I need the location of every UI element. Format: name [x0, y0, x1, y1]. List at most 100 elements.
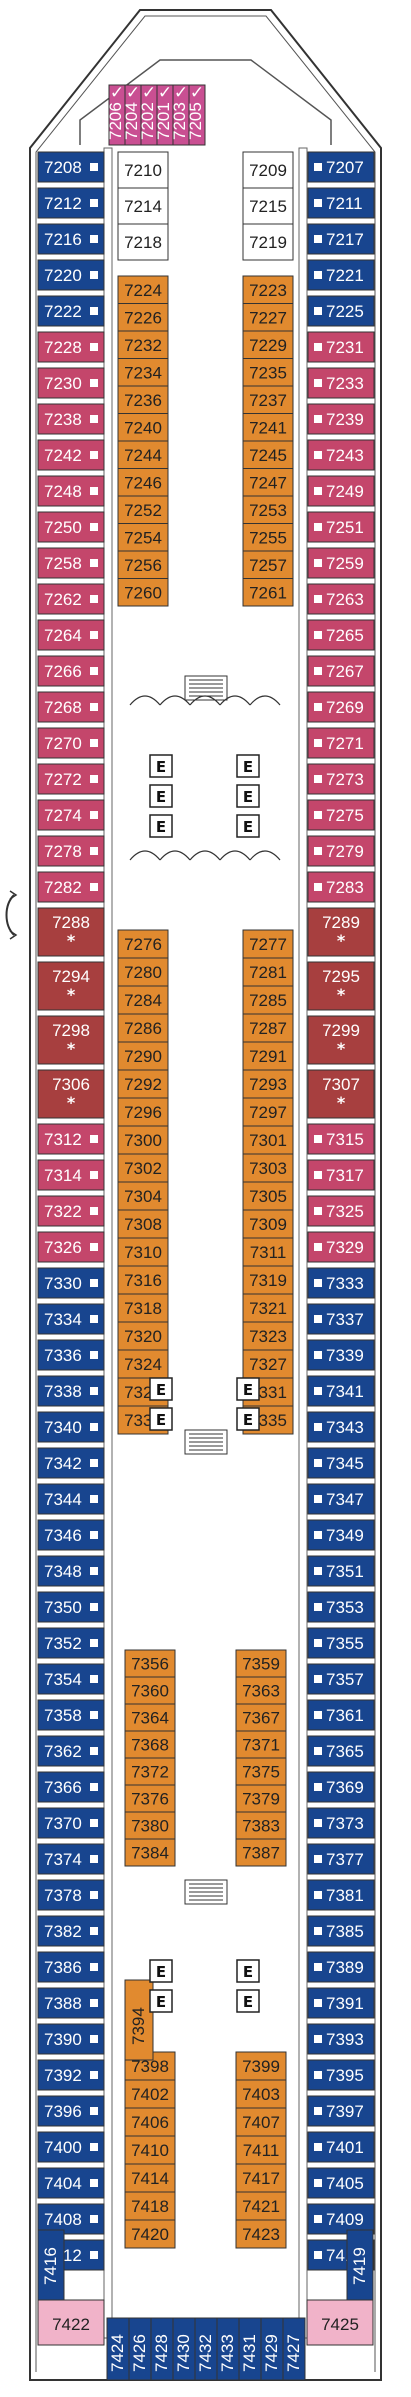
cabin-7291[interactable]: 7291	[242, 1041, 294, 1071]
cabin-7287[interactable]: 7287	[242, 1013, 294, 1043]
cabin-7234[interactable]: 7234	[117, 358, 169, 387]
cabin-7388[interactable]: 7388	[37, 1987, 105, 2019]
cabin-7424[interactable]: 7424	[106, 2317, 130, 2381]
cabin-7238[interactable]: 7238	[37, 403, 105, 435]
cabin-7354[interactable]: 7354	[37, 1663, 105, 1695]
cabin-7286[interactable]: 7286	[117, 1013, 169, 1043]
cabin-7319[interactable]: 7319	[242, 1265, 294, 1295]
cabin-7378[interactable]: 7378	[37, 1879, 105, 1911]
cabin-7317[interactable]: 7317	[307, 1159, 375, 1191]
cabin-7358[interactable]: 7358	[37, 1699, 105, 1731]
cabin-7345[interactable]: 7345	[307, 1447, 375, 1479]
cabin-7350[interactable]: 7350	[37, 1591, 105, 1623]
cabin-7316[interactable]: 7316	[117, 1265, 169, 1295]
cabin-7407[interactable]: 7407	[235, 2107, 287, 2137]
cabin-7236[interactable]: 7236	[117, 385, 169, 414]
cabin-7318[interactable]: 7318	[117, 1293, 169, 1323]
cabin-7376[interactable]: 7376	[124, 1784, 176, 1813]
cabin-7426[interactable]: 7426	[128, 2317, 152, 2381]
cabin-7266[interactable]: 7266	[37, 655, 105, 687]
cabin-7389[interactable]: 7389	[307, 1951, 375, 1983]
cabin-7340[interactable]: 7340	[37, 1411, 105, 1443]
cabin-7289[interactable]: 7289*	[307, 907, 375, 957]
cabin-7299[interactable]: 7299*	[307, 1015, 375, 1065]
cabin-7303[interactable]: 7303	[242, 1153, 294, 1183]
cabin-7270[interactable]: 7270	[37, 727, 105, 759]
cabin-7429[interactable]: 7429	[260, 2317, 284, 2381]
cabin-7271[interactable]: 7271	[307, 727, 375, 759]
cabin-7207[interactable]: 7207	[307, 151, 375, 183]
cabin-7219[interactable]: 7219	[242, 223, 294, 261]
cabin-7315[interactable]: 7315	[307, 1123, 375, 1155]
cabin-7282[interactable]: 7282	[37, 871, 105, 903]
cabin-7355[interactable]: 7355	[307, 1627, 375, 1659]
cabin-7244[interactable]: 7244	[117, 440, 169, 469]
cabin-7366[interactable]: 7366	[37, 1771, 105, 1803]
cabin-7258[interactable]: 7258	[37, 547, 105, 579]
cabin-7296[interactable]: 7296	[117, 1097, 169, 1127]
cabin-7353[interactable]: 7353	[307, 1591, 375, 1623]
cabin-7360[interactable]: 7360	[124, 1676, 176, 1705]
cabin-7276[interactable]: 7276	[117, 929, 169, 959]
cabin-7418[interactable]: 7418	[124, 2191, 176, 2221]
cabin-7372[interactable]: 7372	[124, 1757, 176, 1786]
cabin-7307[interactable]: 7307*	[307, 1069, 375, 1119]
cabin-7409[interactable]: 7409	[307, 2203, 375, 2235]
cabin-7240[interactable]: 7240	[117, 413, 169, 442]
cabin-7359[interactable]: 7359	[235, 1649, 287, 1678]
cabin-7425[interactable]: 7425	[306, 2299, 374, 2346]
cabin-7365[interactable]: 7365	[307, 1735, 375, 1767]
cabin-7302[interactable]: 7302	[117, 1153, 169, 1183]
cabin-7380[interactable]: 7380	[124, 1811, 176, 1840]
cabin-7370[interactable]: 7370	[37, 1807, 105, 1839]
cabin-7230[interactable]: 7230	[37, 367, 105, 399]
cabin-7273[interactable]: 7273	[307, 763, 375, 795]
cabin-7391[interactable]: 7391	[307, 1987, 375, 2019]
cabin-7432[interactable]: 7432	[194, 2317, 218, 2381]
cabin-7294[interactable]: 7294*	[37, 961, 105, 1011]
cabin-7308[interactable]: 7308	[117, 1209, 169, 1239]
cabin-7406[interactable]: 7406	[124, 2107, 176, 2137]
cabin-7239[interactable]: 7239	[307, 403, 375, 435]
cabin-7431[interactable]: 7431	[238, 2317, 262, 2381]
cabin-7402[interactable]: 7402	[124, 2079, 176, 2109]
cabin-7268[interactable]: 7268	[37, 691, 105, 723]
cabin-7400[interactable]: 7400	[37, 2131, 105, 2163]
cabin-7363[interactable]: 7363	[235, 1676, 287, 1705]
cabin-7233[interactable]: 7233	[307, 367, 375, 399]
cabin-7382[interactable]: 7382	[37, 1915, 105, 1947]
cabin-7408[interactable]: 7408	[37, 2203, 105, 2235]
cabin-7272[interactable]: 7272	[37, 763, 105, 795]
cabin-7224[interactable]: 7224	[117, 275, 169, 304]
cabin-7202[interactable]: 7202✓	[138, 83, 158, 146]
cabin-7321[interactable]: 7321	[242, 1293, 294, 1323]
cabin-7430[interactable]: 7430	[172, 2317, 196, 2381]
cabin-7295[interactable]: 7295*	[307, 961, 375, 1011]
cabin-7252[interactable]: 7252	[117, 495, 169, 524]
cabin-7281[interactable]: 7281	[242, 957, 294, 987]
cabin-7263[interactable]: 7263	[307, 583, 375, 615]
cabin-7209[interactable]: 7209	[242, 151, 294, 189]
cabin-7336[interactable]: 7336	[37, 1339, 105, 1371]
cabin-7285[interactable]: 7285	[242, 985, 294, 1015]
cabin-7220[interactable]: 7220	[37, 259, 105, 291]
cabin-7278[interactable]: 7278	[37, 835, 105, 867]
cabin-7292[interactable]: 7292	[117, 1069, 169, 1099]
cabin-7414[interactable]: 7414	[124, 2163, 176, 2193]
cabin-7333[interactable]: 7333	[307, 1267, 375, 1299]
cabin-7228[interactable]: 7228	[37, 331, 105, 363]
cabin-7280[interactable]: 7280	[117, 957, 169, 987]
cabin-7288[interactable]: 7288*	[37, 907, 105, 957]
cabin-7277[interactable]: 7277	[242, 929, 294, 959]
cabin-7249[interactable]: 7249	[307, 475, 375, 507]
cabin-7226[interactable]: 7226	[117, 303, 169, 332]
cabin-7349[interactable]: 7349	[307, 1519, 375, 1551]
cabin-7264[interactable]: 7264	[37, 619, 105, 651]
cabin-7362[interactable]: 7362	[37, 1735, 105, 1767]
cabin-7341[interactable]: 7341	[307, 1375, 375, 1407]
cabin-7297[interactable]: 7297	[242, 1097, 294, 1127]
cabin-7373[interactable]: 7373	[307, 1807, 375, 1839]
cabin-7405[interactable]: 7405	[307, 2167, 375, 2199]
cabin-7261[interactable]: 7261	[242, 578, 294, 607]
cabin-7310[interactable]: 7310	[117, 1237, 169, 1267]
